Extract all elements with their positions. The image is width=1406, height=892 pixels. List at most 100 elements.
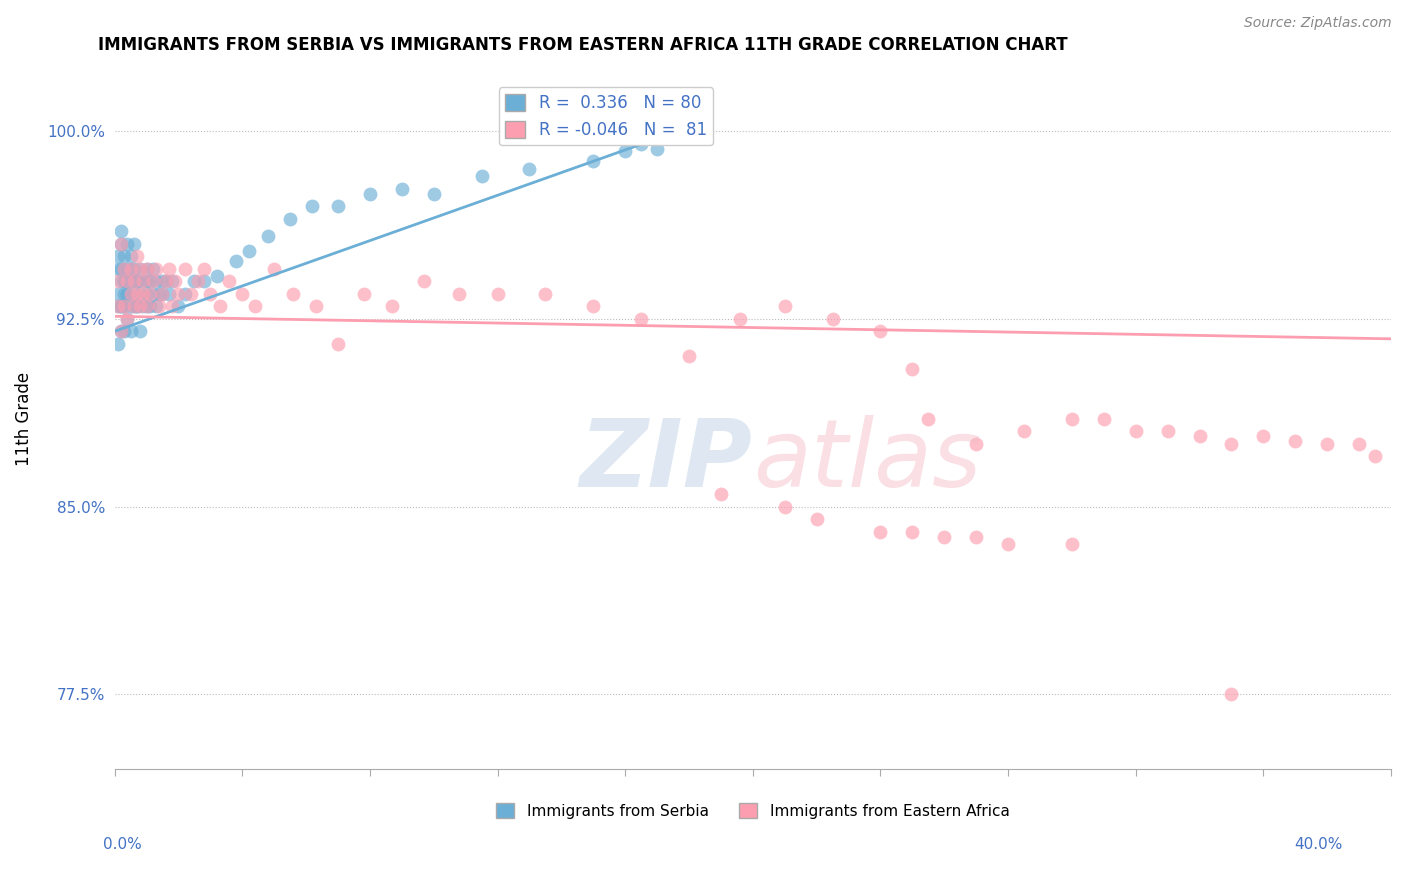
Point bbox=[934, 530, 956, 544]
Point bbox=[1348, 437, 1371, 451]
Point bbox=[129, 261, 152, 276]
Point bbox=[582, 154, 605, 169]
Point bbox=[112, 324, 135, 338]
Point bbox=[110, 324, 132, 338]
Point bbox=[110, 261, 132, 276]
Point bbox=[263, 261, 285, 276]
Point bbox=[120, 324, 142, 338]
Point bbox=[256, 229, 278, 244]
Point bbox=[110, 324, 132, 338]
Point bbox=[142, 274, 165, 288]
Point bbox=[107, 274, 129, 288]
Point bbox=[869, 324, 891, 338]
Point bbox=[112, 299, 135, 313]
Point bbox=[1364, 450, 1386, 464]
Point bbox=[132, 274, 155, 288]
Point bbox=[173, 286, 195, 301]
Point bbox=[120, 286, 142, 301]
Point bbox=[413, 274, 436, 288]
Point bbox=[110, 224, 132, 238]
Point bbox=[107, 261, 129, 276]
Point bbox=[117, 274, 139, 288]
Point bbox=[225, 254, 247, 268]
Point bbox=[117, 311, 139, 326]
Point bbox=[110, 236, 132, 251]
Point bbox=[645, 142, 668, 156]
Point bbox=[142, 261, 165, 276]
Point bbox=[187, 274, 209, 288]
Point bbox=[965, 437, 987, 451]
Point bbox=[582, 299, 605, 313]
Point bbox=[1125, 425, 1147, 439]
Point bbox=[120, 249, 142, 263]
Point bbox=[200, 286, 222, 301]
Point bbox=[630, 311, 652, 326]
Point bbox=[120, 274, 142, 288]
Point bbox=[112, 249, 135, 263]
Point bbox=[821, 311, 844, 326]
Point bbox=[1060, 412, 1083, 426]
Point bbox=[112, 261, 135, 276]
Point bbox=[122, 299, 145, 313]
Point bbox=[869, 524, 891, 539]
Point bbox=[1284, 434, 1306, 449]
Point bbox=[173, 261, 195, 276]
Point bbox=[238, 244, 260, 259]
Point bbox=[120, 261, 142, 276]
Point bbox=[710, 487, 733, 501]
Point bbox=[135, 274, 157, 288]
Point bbox=[183, 274, 205, 288]
Point bbox=[193, 261, 215, 276]
Point bbox=[135, 261, 157, 276]
Point bbox=[122, 236, 145, 251]
Point bbox=[125, 249, 148, 263]
Point bbox=[218, 274, 240, 288]
Point bbox=[148, 286, 170, 301]
Legend: Immigrants from Serbia, Immigrants from Eastern Africa: Immigrants from Serbia, Immigrants from … bbox=[489, 797, 1015, 825]
Point bbox=[965, 530, 987, 544]
Text: ZIP: ZIP bbox=[579, 415, 752, 507]
Point bbox=[117, 311, 139, 326]
Point bbox=[917, 412, 939, 426]
Point bbox=[107, 336, 129, 351]
Point bbox=[112, 274, 135, 288]
Point bbox=[326, 199, 349, 213]
Point bbox=[135, 286, 157, 301]
Point bbox=[193, 274, 215, 288]
Point bbox=[107, 299, 129, 313]
Point bbox=[167, 299, 190, 313]
Point bbox=[391, 181, 413, 195]
Point bbox=[110, 299, 132, 313]
Point bbox=[132, 299, 155, 313]
Point bbox=[678, 349, 700, 363]
Point bbox=[145, 261, 167, 276]
Point bbox=[326, 336, 349, 351]
Point bbox=[117, 286, 139, 301]
Point bbox=[157, 261, 180, 276]
Point bbox=[614, 144, 637, 158]
Point bbox=[122, 286, 145, 301]
Point bbox=[107, 299, 129, 313]
Point bbox=[125, 274, 148, 288]
Point bbox=[135, 299, 157, 313]
Point bbox=[901, 524, 924, 539]
Point bbox=[138, 286, 160, 301]
Point bbox=[630, 136, 652, 151]
Point bbox=[278, 211, 301, 226]
Point bbox=[1316, 437, 1339, 451]
Point bbox=[145, 299, 167, 313]
Point bbox=[152, 286, 174, 301]
Point bbox=[125, 299, 148, 313]
Point bbox=[486, 286, 509, 301]
Point bbox=[301, 199, 323, 213]
Point bbox=[208, 299, 231, 313]
Point bbox=[1188, 429, 1211, 443]
Point bbox=[135, 299, 157, 313]
Point bbox=[519, 161, 541, 176]
Point bbox=[138, 299, 160, 313]
Point bbox=[205, 269, 228, 284]
Point bbox=[471, 169, 494, 183]
Point bbox=[129, 299, 152, 313]
Point bbox=[122, 274, 145, 288]
Point bbox=[180, 286, 202, 301]
